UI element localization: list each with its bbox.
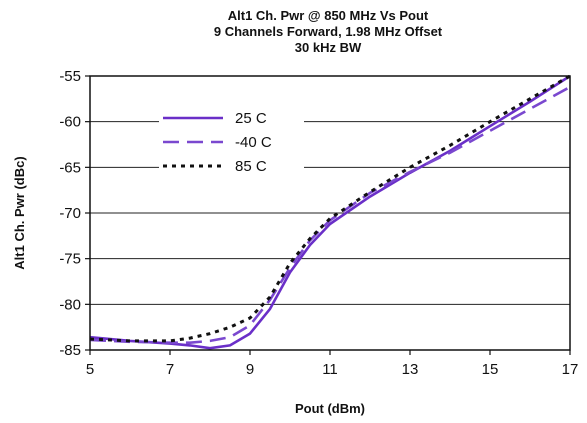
y-tick-label: -70 <box>59 205 81 222</box>
y-tick-label: -55 <box>59 68 81 85</box>
legend-bg-1 <box>159 108 304 128</box>
x-tick-label: 13 <box>402 361 419 378</box>
x-tick-label: 9 <box>246 361 254 378</box>
x-tick-label: 5 <box>86 361 94 378</box>
axis-ticks: -55 -60 -65 -70 -75 -80 -85 5 7 9 11 13 15 17 <box>59 68 578 378</box>
legend-label-1: 25 C <box>235 110 267 127</box>
legend-bg-3 <box>159 156 304 176</box>
chart-title-group: Alt1 Ch. Pwr @ 850 MHz Vs Pout 9 Channel… <box>214 8 443 55</box>
legend: 25 C -40 C 85 C <box>159 108 304 176</box>
x-tick-label: 15 <box>482 361 499 378</box>
legend-bg-2 <box>159 132 304 152</box>
x-tick-label: 7 <box>166 361 174 378</box>
y-axis-label: Alt1 Ch. Pwr (dBc) <box>12 156 27 269</box>
chart-title-line-3: 30 kHz BW <box>295 40 362 55</box>
legend-label-3: 85 C <box>235 158 267 175</box>
series-group <box>89 74 571 350</box>
series-line-3 <box>89 74 571 343</box>
y-tick-label: -60 <box>59 114 81 131</box>
series-line-1 <box>89 74 571 350</box>
y-tick-label: -75 <box>59 251 81 268</box>
chart-title-line-2: 9 Channels Forward, 1.98 MHz Offset <box>214 24 443 39</box>
x-tick-label: 11 <box>322 361 338 378</box>
y-tick-label: -80 <box>59 296 81 313</box>
x-axis-label: Pout (dBm) <box>295 401 365 416</box>
y-tick-label: -85 <box>59 342 81 359</box>
chart-title-line-1: Alt1 Ch. Pwr @ 850 MHz Vs Pout <box>228 8 429 23</box>
legend-label-2: -40 C <box>235 134 272 151</box>
x-tick-label: 17 <box>562 361 579 378</box>
y-tick-label: -65 <box>59 159 81 176</box>
